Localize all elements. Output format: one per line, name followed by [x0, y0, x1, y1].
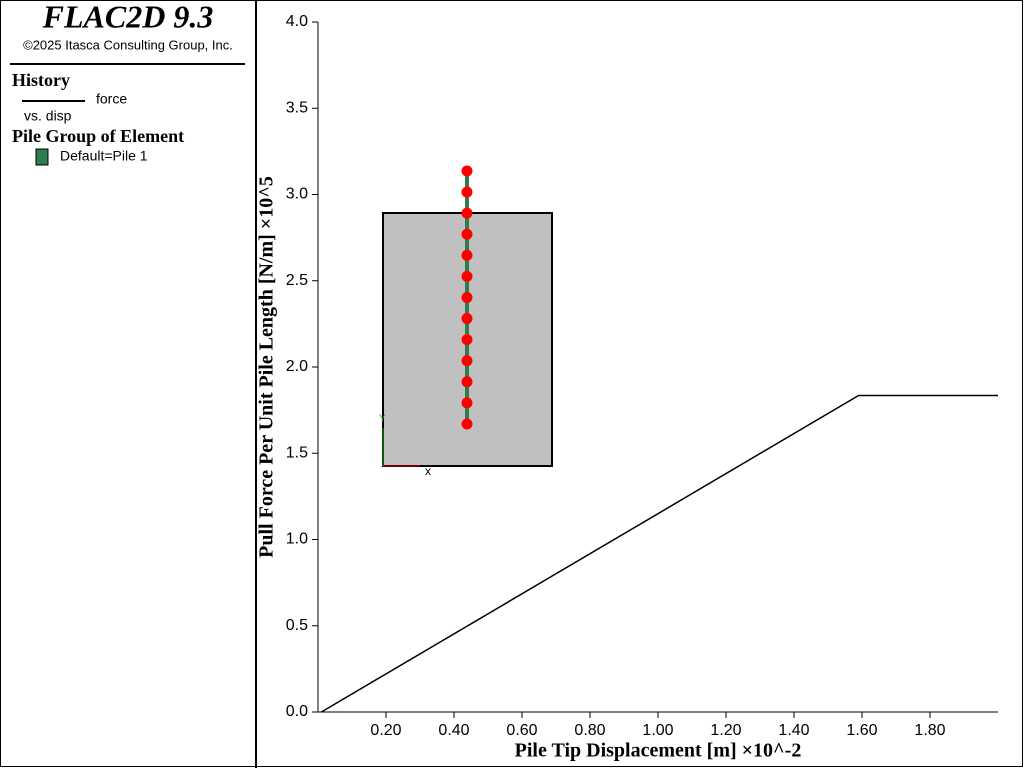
y-tick-label: 2.0 — [286, 358, 308, 375]
group-entry: Default=Pile 1 — [60, 148, 148, 164]
pile-node — [461, 376, 473, 388]
x-tick-label: 1.20 — [710, 722, 741, 739]
app-title: FLAC2D 9.3 — [42, 0, 214, 34]
pile-node — [461, 165, 473, 177]
x-tick-label: 0.40 — [438, 722, 469, 739]
y-tick-label: 0.0 — [286, 703, 308, 720]
x-tick-label: 0.20 — [370, 722, 401, 739]
y-tick-label: 2.5 — [286, 272, 308, 289]
legend-x: vs. disp — [24, 108, 72, 124]
x-tick-label: 1.00 — [642, 722, 673, 739]
x-tick-label: 1.80 — [914, 722, 945, 739]
x-tick-label: 0.80 — [574, 722, 605, 739]
x-tick-label: 1.60 — [846, 722, 877, 739]
y-tick-label: 0.5 — [286, 617, 308, 634]
series-line — [321, 394, 998, 713]
y-tick-label: 3.0 — [286, 186, 308, 203]
pile-node — [461, 291, 473, 303]
x-tick-label: 0.60 — [506, 722, 537, 739]
copyright: ©2025 Itasca Consulting Group, Inc. — [23, 37, 233, 52]
pile-node — [461, 249, 473, 261]
inset: Y x — [379, 165, 553, 478]
legend-series: force — [96, 91, 127, 107]
pile-node — [461, 397, 473, 409]
pile-node — [461, 334, 473, 346]
history-title: History — [12, 70, 70, 90]
x-tick-label: 1.40 — [778, 722, 809, 739]
pile-nodes — [461, 165, 473, 430]
group-title: Pile Group of Element — [12, 126, 184, 146]
y-tick-label: 3.5 — [286, 99, 308, 116]
y-tick-label: 1.0 — [286, 531, 308, 548]
y-axis-title: Pull Force Per Unit Pile Length [N/m] ×1… — [256, 176, 278, 558]
pile-node — [461, 313, 473, 325]
pile-node — [461, 270, 473, 282]
pile-node — [461, 186, 473, 198]
inset-y-label: Y — [379, 414, 386, 425]
group-swatch — [35, 148, 49, 166]
pile-node — [461, 207, 473, 219]
y-tick-label: 1.5 — [286, 444, 308, 461]
inset-x-label: x — [425, 464, 431, 478]
pile-node — [461, 355, 473, 367]
y-tick-label: 4.0 — [286, 13, 308, 30]
x-axis-title: Pile Tip Displacement [m] ×10^-2 — [515, 740, 802, 762]
pile-node — [461, 418, 473, 430]
pile-node — [461, 228, 473, 240]
